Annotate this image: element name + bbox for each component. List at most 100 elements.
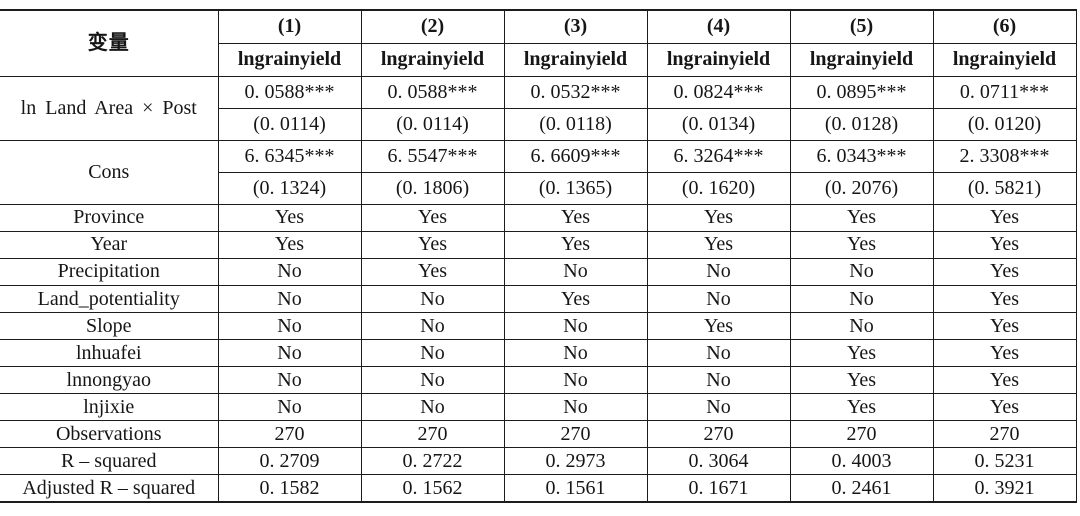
- coef-value-cell: 0. 0824***: [646, 75, 791, 109]
- dep-var-cell: lngrainyield: [360, 42, 505, 77]
- row-label-cell: Adjusted R – squared: [0, 474, 219, 503]
- coef-row: ln Land Area × Post 0. 0588*** 0. 0588**…: [0, 75, 1077, 141]
- coef-value-cell: 0. 0588***: [217, 75, 362, 109]
- variable-header-cell: 变量: [0, 9, 219, 77]
- value-cell: 0. 2709: [217, 447, 362, 476]
- table-row: Year Yes Yes Yes Yes Yes Yes: [0, 230, 1077, 259]
- table-row: Slope No No No Yes No Yes: [0, 312, 1077, 341]
- row-label-cell: Land_potentiality: [0, 285, 219, 314]
- se-value-cell: (0. 0114): [218, 107, 362, 141]
- dep-var-cell: lngrainyield: [503, 42, 648, 77]
- value-cell: No: [360, 339, 505, 368]
- value-cell: 270: [503, 420, 648, 449]
- row-label-cell: Observations: [0, 420, 219, 449]
- value-cell: No: [646, 285, 791, 314]
- value-cell: Yes: [789, 393, 934, 422]
- coef-value-cell: 6. 6345***: [217, 139, 362, 173]
- table-row: R – squared 0. 2709 0. 2722 0. 2973 0. 3…: [0, 447, 1077, 476]
- row-label-cell: lnjixie: [0, 393, 219, 422]
- value-cell: Yes: [932, 257, 1077, 287]
- value-cell: Yes: [646, 230, 791, 259]
- value-cell: No: [646, 366, 791, 395]
- table-row: lnhuafei No No No No Yes Yes: [0, 339, 1077, 368]
- table-row: Land_potentiality No No Yes No No Yes: [0, 285, 1077, 314]
- table-row: Observations 270 270 270 270 270 270: [0, 420, 1077, 449]
- header-row-model-numbers: 变量 (1) (2) (3) (4) (5) (6): [0, 9, 1077, 77]
- value-cell: No: [503, 339, 648, 368]
- model-number-cell: (6): [932, 9, 1077, 44]
- row-label-cell: R – squared: [0, 447, 219, 476]
- value-cell: Yes: [503, 230, 648, 259]
- model-number-cell: (1): [217, 9, 362, 44]
- value-cell: 270: [646, 420, 791, 449]
- value-cell: No: [217, 366, 362, 395]
- row-label-cell: Precipitation: [0, 257, 219, 287]
- coef-value-cell: 0. 0711***: [932, 75, 1077, 109]
- value-cell: 270: [932, 420, 1077, 449]
- value-cell: Yes: [360, 257, 505, 287]
- value-cell: 270: [789, 420, 934, 449]
- value-cell: Yes: [932, 203, 1077, 232]
- coef-value-cell: 6. 0343***: [789, 139, 934, 173]
- dep-var-cell: lngrainyield: [646, 42, 791, 77]
- value-cell: No: [360, 393, 505, 422]
- row-label-cell: lnnongyao: [0, 366, 219, 395]
- coef-value-cell: 6. 3264***: [646, 139, 791, 173]
- value-cell: No: [360, 285, 505, 314]
- table-row: Province Yes Yes Yes Yes Yes Yes: [0, 203, 1077, 232]
- value-cell: 270: [217, 420, 362, 449]
- table-row: Adjusted R – squared 0. 1582 0. 1562 0. …: [0, 474, 1077, 503]
- coef-value-cell: 0. 0532***: [503, 75, 648, 109]
- value-cell: No: [503, 393, 648, 422]
- se-value-cell: (0. 1806): [360, 171, 505, 205]
- value-cell: Yes: [646, 312, 791, 341]
- value-cell: Yes: [932, 366, 1077, 395]
- model-number-cell: (2): [360, 9, 505, 44]
- value-cell: No: [503, 312, 648, 341]
- value-cell: No: [503, 257, 648, 287]
- value-cell: 0. 1562: [360, 474, 505, 503]
- value-cell: 0. 1582: [217, 474, 362, 503]
- coef-label-cell: ln Land Area × Post: [0, 75, 219, 141]
- value-cell: Yes: [932, 230, 1077, 259]
- value-cell: Yes: [789, 203, 934, 232]
- value-cell: Yes: [360, 230, 505, 259]
- dep-var-cell: lngrainyield: [789, 42, 934, 77]
- value-cell: 0. 1561: [503, 474, 648, 503]
- value-cell: No: [360, 366, 505, 395]
- regression-results-table: 变量 (1) (2) (3) (4) (5) (6) lngrainyield …: [0, 9, 1077, 503]
- value-cell: No: [789, 285, 934, 314]
- value-cell: Yes: [789, 339, 934, 368]
- table-row: lnnongyao No No No No Yes Yes: [0, 366, 1077, 395]
- coef-value-cell: 6. 5547***: [360, 139, 505, 173]
- dep-var-cell: lngrainyield: [218, 42, 362, 77]
- se-value-cell: (0. 0118): [503, 107, 648, 141]
- value-cell: No: [217, 257, 362, 287]
- se-value-cell: (0. 0134): [646, 107, 791, 141]
- value-cell: Yes: [217, 230, 362, 259]
- value-cell: 0. 5231: [932, 447, 1077, 476]
- value-cell: Yes: [932, 312, 1077, 341]
- coef-value-cell: 0. 0895***: [789, 75, 934, 109]
- table-row: Precipitation No Yes No No No Yes: [0, 257, 1077, 287]
- se-value-cell: (0. 0120): [932, 107, 1077, 141]
- value-cell: No: [789, 312, 934, 341]
- se-value-cell: (0. 1620): [646, 171, 791, 205]
- dep-var-cell: lngrainyield: [932, 42, 1077, 77]
- coef-value-cell: 2. 3308***: [932, 139, 1077, 173]
- value-cell: Yes: [932, 393, 1077, 422]
- value-cell: 0. 4003: [789, 447, 934, 476]
- value-cell: Yes: [789, 230, 934, 259]
- se-value-cell: (0. 0128): [789, 107, 934, 141]
- value-cell: Yes: [932, 339, 1077, 368]
- coef-label-cell: Cons: [0, 139, 219, 205]
- value-cell: Yes: [360, 203, 505, 232]
- value-cell: 0. 2461: [789, 474, 934, 503]
- value-cell: Yes: [789, 366, 934, 395]
- model-number-cell: (5): [789, 9, 934, 44]
- row-label-cell: Year: [0, 230, 219, 259]
- value-cell: No: [789, 257, 934, 287]
- value-cell: 0. 1671: [646, 474, 791, 503]
- row-label-cell: Province: [0, 203, 219, 232]
